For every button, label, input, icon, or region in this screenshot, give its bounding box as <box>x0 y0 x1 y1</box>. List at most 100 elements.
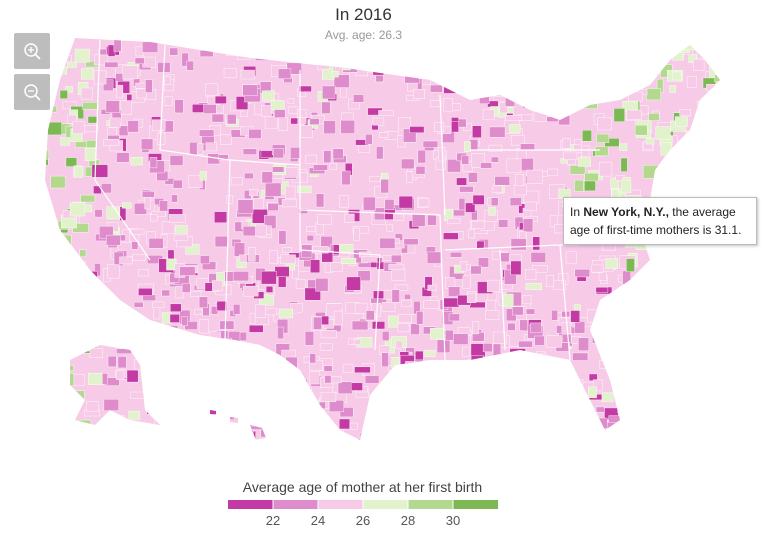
county <box>122 202 132 209</box>
county <box>282 247 292 253</box>
county <box>525 283 542 290</box>
county <box>518 372 526 384</box>
county <box>542 438 554 440</box>
county <box>570 310 580 323</box>
county <box>549 215 558 228</box>
county <box>388 315 399 328</box>
county <box>550 363 567 376</box>
county <box>262 90 275 101</box>
county <box>519 319 528 331</box>
county <box>405 379 415 390</box>
county <box>281 438 294 440</box>
county <box>353 227 360 241</box>
county <box>304 331 315 346</box>
county <box>496 63 513 69</box>
county <box>346 53 363 61</box>
county <box>417 371 428 382</box>
county <box>540 405 551 418</box>
county <box>170 334 188 343</box>
county <box>63 258 70 273</box>
county <box>436 339 451 353</box>
county <box>574 321 586 334</box>
county <box>460 60 470 67</box>
tooltip: In New York, N.Y., the average age of fi… <box>563 197 757 245</box>
county <box>619 65 633 75</box>
county <box>499 102 508 114</box>
county <box>719 279 720 286</box>
county <box>406 387 418 400</box>
county <box>728 323 741 337</box>
county <box>527 387 541 397</box>
county <box>560 372 573 385</box>
county <box>443 80 457 94</box>
county <box>427 213 437 226</box>
county <box>169 47 179 56</box>
county <box>696 143 711 154</box>
county <box>638 47 655 56</box>
county <box>353 94 364 103</box>
county <box>57 397 64 404</box>
county <box>265 286 274 293</box>
county <box>309 118 320 125</box>
county <box>323 120 336 134</box>
county <box>226 47 237 56</box>
county <box>82 102 99 110</box>
county <box>588 386 597 399</box>
county <box>457 379 472 386</box>
county <box>533 43 541 54</box>
county <box>703 362 717 371</box>
county <box>634 442 648 451</box>
county <box>164 325 179 337</box>
county <box>432 406 443 420</box>
county <box>455 372 469 386</box>
county <box>582 129 592 142</box>
county <box>202 384 218 392</box>
county <box>361 256 378 263</box>
county <box>391 57 400 67</box>
zoom-out-button[interactable] <box>14 74 50 110</box>
county <box>634 124 648 136</box>
county <box>274 109 286 119</box>
county <box>161 221 176 234</box>
county <box>327 429 344 440</box>
county <box>342 363 354 373</box>
county <box>359 432 374 440</box>
county <box>132 254 146 261</box>
county <box>690 334 701 346</box>
county <box>91 271 98 281</box>
county <box>207 416 216 424</box>
county <box>74 166 84 178</box>
county <box>679 109 691 117</box>
zoom-in-button[interactable] <box>14 33 50 69</box>
county <box>539 410 548 421</box>
county <box>339 195 349 208</box>
county <box>641 393 650 403</box>
county <box>67 444 82 451</box>
county <box>391 356 400 369</box>
county <box>46 280 55 288</box>
county <box>612 428 620 440</box>
county <box>620 179 632 194</box>
county <box>461 392 475 401</box>
county <box>133 302 144 308</box>
county <box>533 64 550 77</box>
county <box>198 394 214 405</box>
county <box>485 310 500 320</box>
county <box>492 331 507 344</box>
county <box>241 390 254 405</box>
county <box>45 281 56 294</box>
county <box>707 167 718 181</box>
county <box>253 198 264 210</box>
county <box>63 305 75 312</box>
county <box>236 437 246 440</box>
county <box>240 69 255 80</box>
county <box>65 157 78 167</box>
county <box>643 353 656 367</box>
county <box>45 336 59 342</box>
county <box>248 129 262 139</box>
county <box>564 97 578 106</box>
county <box>63 344 72 354</box>
county <box>55 430 65 437</box>
county <box>382 331 390 341</box>
county <box>584 172 599 182</box>
